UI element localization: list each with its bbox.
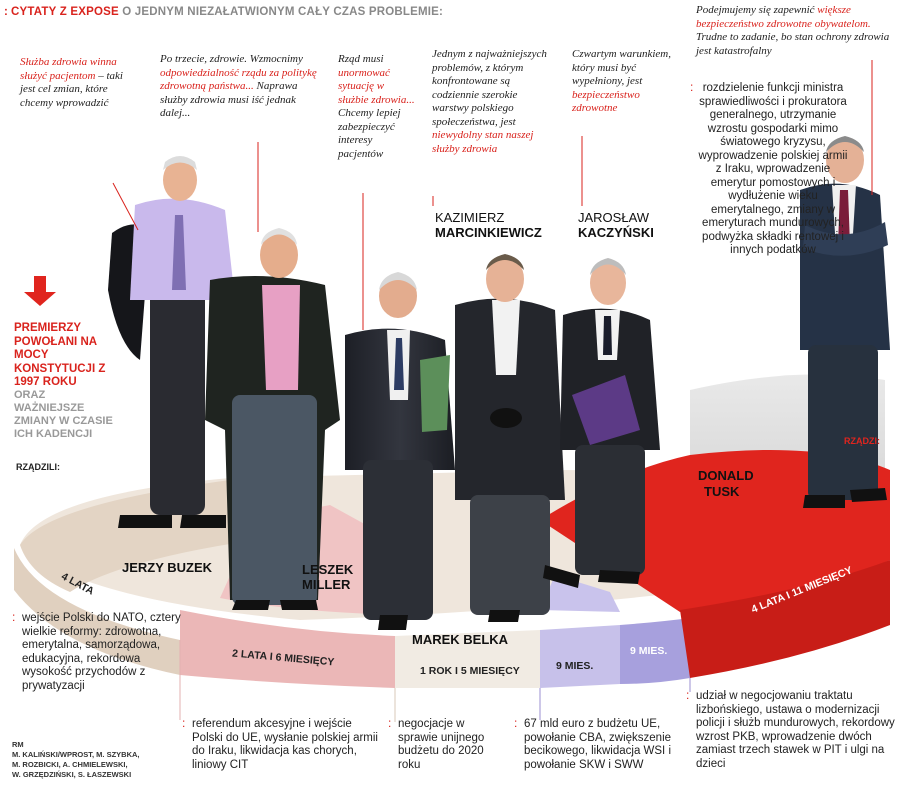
quote-buzek-highlight: Służba zdrowia winna służyć pacjentom: [20, 56, 117, 82]
name-miller-last: MILLER: [302, 577, 351, 592]
name-kaczynski: JAROSŁAW KACZYŃSKI: [578, 210, 654, 240]
bullet-icon: :: [690, 80, 694, 94]
name-tusk: DONALD TUSK: [698, 468, 754, 500]
marcinkiewicz-figure: [455, 254, 565, 622]
name-marcinkiewicz: KAZIMIERZ MARCINKIEWICZ: [435, 210, 542, 240]
quote-buzek: Służba zdrowia winna służyć pacjentom – …: [20, 56, 138, 110]
header-prefix: CYTATY Z EXPOSE: [11, 6, 119, 18]
reform-tusk-bottom-text: udział w negocjowaniu traktatu lizboński…: [696, 690, 895, 770]
reform-tusk-bottom: : udział w negocjowaniu traktatu lizbońsk…: [686, 688, 906, 771]
belka-figure: [345, 272, 455, 630]
name-kaczynski-last: KACZYŃSKI: [578, 225, 654, 240]
duration-belka: 1 ROK I 5 MIESIĘCY: [420, 665, 520, 677]
ring-miller-front: [180, 610, 395, 688]
name-buzek: JERZY BUZEK: [122, 560, 213, 575]
bullet-icon: :: [182, 716, 186, 730]
name-miller-first: LESZEK: [302, 562, 354, 577]
ring-belka-front: [395, 630, 540, 688]
quote-belka-text-2: Chcemy lepiej zabezpieczyć interesy pacj…: [338, 107, 401, 160]
reform-mk: :67 mld euro z budżetu UE, powołanie CBA…: [514, 716, 674, 772]
quote-miller: Po trzecie, zdrowie. Wzmocnimy odpowiedz…: [160, 53, 320, 121]
quote-tusk-text-1: Podejmujemy się zapewnić: [696, 4, 818, 16]
kaczynski-figure: [543, 258, 660, 588]
down-arrow-icon: [24, 276, 56, 306]
quote-kaczynski: Czwartym warunkiem, który musi być wypeł…: [572, 48, 672, 116]
bullet-icon: :: [686, 688, 690, 702]
sidebar-subtitle: ORAZ WAŻNIEJSZE ZMIANY W CZASIE ICH KADE…: [14, 389, 113, 440]
quote-tusk-highlight: większe bezpieczeństwo zdrowotne obywate…: [696, 4, 871, 30]
buzek-quote-connector: [112, 182, 139, 231]
ring-buzek-front: [14, 548, 180, 675]
reform-miller-text: referendum akcesyjne i wejście Polski do…: [192, 718, 378, 771]
bullet-icon: :: [388, 716, 392, 730]
ring-tusk-front: [680, 560, 890, 678]
quote-marcinkiewicz-highlight: niewydolny stan naszej służby zdrowia: [432, 129, 534, 155]
quote-buzek-text: – taki jest cel zmian, które chcemy wpro…: [20, 69, 123, 109]
quote-marcinkiewicz-text: Jednym z najważniejszych problemów, z kt…: [432, 48, 547, 128]
name-marcinkiewicz-last: MARCINKIEWICZ: [435, 225, 542, 240]
quote-miller-text-1: Po trzecie, zdrowie. Wzmocnimy: [160, 53, 303, 65]
quote-miller-highlight: odpowiedzialność rządu za politykę zdrow…: [160, 66, 317, 93]
photo-credits: RM M. KALIŃSKI/WPROST, M. SZYBKA, M. ROZ…: [12, 740, 140, 780]
quote-kaczynski-highlight: bezpieczeństwo zdrowotne: [572, 88, 640, 115]
name-kaczynski-first: JAROSŁAW: [578, 210, 650, 225]
miller-figure: [205, 228, 340, 610]
header-bullet-icon: :: [4, 6, 9, 18]
quote-tusk-text-2: Trudne to zadanie, bo stan ochrony zdrow…: [696, 31, 890, 57]
sidebar-title: PREMIERZY POWOŁANI NA MOCY KONSTYTUCJI Z…: [14, 322, 106, 388]
duration-marcinkiewicz: 9 MIES.: [556, 660, 594, 672]
reform-buzek-text: wejście Polski do NATO, cztery wielkie r…: [22, 612, 181, 692]
quote-belka: Rząd musi unormować sytuację w służbie z…: [338, 53, 416, 161]
credit-line: RM: [12, 740, 24, 749]
bullet-icon: :: [514, 716, 518, 730]
name-tusk-last: TUSK: [704, 484, 740, 499]
tusk-figure: [800, 136, 890, 508]
duration-kaczynski: 9 MIES.: [630, 645, 668, 657]
bullet-icon: :: [12, 610, 16, 624]
name-tusk-first: DONALD: [698, 468, 754, 483]
reform-belka-text: negocjacje w sprawie unijnego budżetu do…: [398, 718, 485, 771]
buzek-figure: [108, 156, 235, 528]
quote-kaczynski-text: Czwartym warunkiem, który musi być wypeł…: [572, 48, 671, 87]
credit-line: M. KALIŃSKI/WPROST, M. SZYBKA,: [12, 750, 140, 759]
name-marcinkiewicz-first: KAZIMIERZ: [435, 210, 505, 225]
quote-miller-text-2: Naprawa służby zdrowia musi iść jednak d…: [160, 80, 298, 119]
reform-miller: : referendum akcesyjne i wejście Polski d…: [182, 716, 382, 772]
rzadzi-label: RZĄDZI:: [844, 436, 880, 446]
ring-mk-top: [540, 575, 620, 612]
reform-tusk-side: : rozdzielenie funkcji ministra sprawiedl…: [690, 80, 848, 258]
ring-kaczynski-front: [620, 618, 690, 684]
name-belka: MAREK BELKA: [412, 632, 509, 647]
reform-buzek: : wejście Polski do NATO, cztery wielkie …: [12, 610, 192, 693]
name-miller: LESZEK MILLER: [302, 562, 353, 592]
header-suffix: O JEDNYM NIEZAŁATWIONYM CAŁY CZAS PROBLE…: [122, 6, 444, 18]
reform-belka: : negocjacje w sprawie unijnego budżetu d…: [388, 716, 506, 772]
quote-tusk: Podejmujemy się zapewnić większe bezpiec…: [696, 4, 900, 58]
reform-tusk-side-text: rozdzielenie funkcji ministra sprawiedli…: [698, 82, 848, 256]
reform-mk-text: 67 mld euro z budżetu UE, powołanie CBA,…: [524, 718, 672, 771]
ring-marcinkiewicz-front: [540, 625, 620, 688]
rzadzili-label: RZĄDZILI:: [16, 462, 60, 472]
quote-marcinkiewicz: Jednym z najważniejszych problemów, z kt…: [432, 48, 550, 156]
page-header: : CYTATY Z EXPOSE O JEDNYM NIEZAŁATWIONYM…: [4, 6, 443, 18]
credit-line: W. GRZĘDZIŃSKI, S. ŁASZEWSKI: [12, 770, 132, 779]
quote-belka-highlight: unormować sytuację w służbie zdrowia...: [338, 66, 415, 106]
quote-belka-text-1: Rząd musi: [338, 53, 384, 65]
credit-line: M. ROZBICKI, A. CHMIELEWSKI,: [12, 760, 128, 769]
